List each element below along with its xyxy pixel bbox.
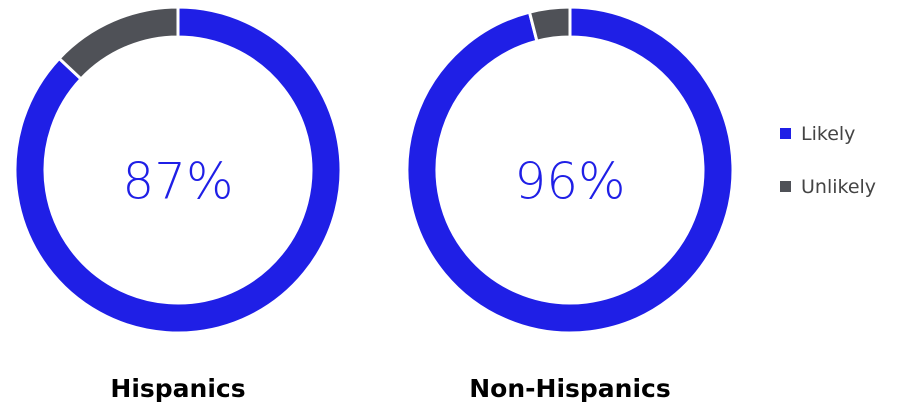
slice-non-hispanics-likely bbox=[405, 5, 735, 335]
legend-label-unlikely: Unlikely bbox=[801, 176, 876, 198]
center-label-hispanics: 87% bbox=[122, 153, 233, 211]
legend-label-likely: Likely bbox=[801, 123, 855, 145]
group-label-hispanics: Hispanics bbox=[110, 374, 245, 403]
donut-hispanics bbox=[13, 5, 343, 335]
slice-hispanics-unlikely bbox=[57, 5, 180, 82]
donut-non-hispanics bbox=[405, 5, 735, 335]
slice-hispanics-likely bbox=[13, 5, 343, 335]
legend-swatch-likely bbox=[780, 128, 791, 139]
group-label-non-hispanics: Non-Hispanics bbox=[469, 374, 670, 403]
center-label-non-hispanics: 96% bbox=[514, 153, 625, 211]
legend-swatch-unlikely bbox=[780, 181, 791, 192]
slice-non-hispanics-unlikely bbox=[527, 5, 572, 44]
legend: Likely Unlikely bbox=[780, 123, 876, 198]
